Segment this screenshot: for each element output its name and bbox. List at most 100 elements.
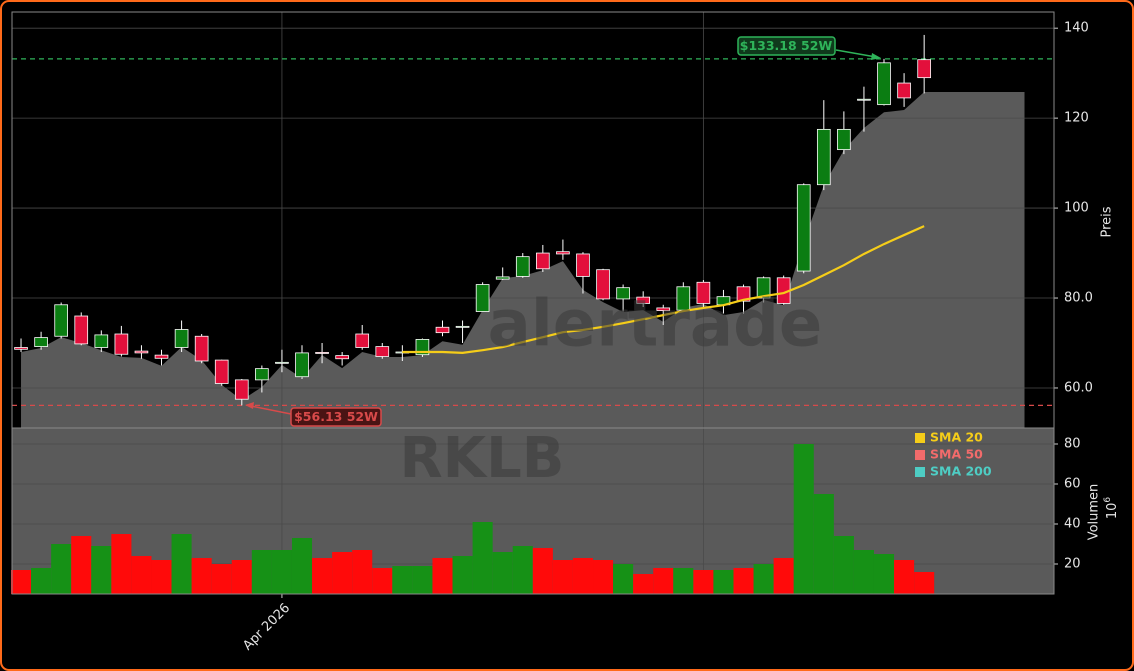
unit-base: 10 — [1105, 503, 1120, 520]
volume-bar — [392, 566, 413, 594]
volume-bar — [713, 570, 734, 594]
volume-bar — [111, 534, 132, 594]
candle-body — [295, 352, 309, 378]
volume-bar — [372, 568, 393, 594]
candle-body — [897, 82, 911, 99]
candle-body — [275, 361, 289, 364]
candle-body — [355, 333, 370, 348]
annotation-box — [737, 36, 836, 56]
volume-bar — [753, 564, 774, 594]
candle-body — [736, 286, 751, 302]
candle-body — [315, 352, 329, 354]
candle-body — [857, 98, 871, 101]
candle-body — [556, 251, 570, 255]
volume-bar — [91, 546, 112, 594]
candle-body — [656, 307, 671, 312]
volume-bar — [873, 554, 895, 594]
volume-bar — [833, 536, 854, 594]
volume-bar — [532, 548, 553, 594]
annotation-label: $56.13 52W — [294, 409, 378, 424]
volume-bar — [693, 570, 714, 594]
volume-tick-label: 60 — [1064, 477, 1081, 492]
candle-body — [194, 335, 209, 362]
plot-border — [11, 11, 1055, 595]
volume-axis-label: Volumen — [1087, 484, 1102, 541]
candle-body — [54, 304, 68, 337]
candle-body — [375, 346, 390, 357]
volume-bar — [271, 550, 292, 594]
volume-bar — [71, 536, 92, 594]
candle-body — [255, 368, 269, 381]
y-tick-label: 140 — [1064, 21, 1089, 36]
legend-label: SMA 200 — [930, 464, 992, 479]
candle-body — [816, 128, 831, 186]
volume-bar — [291, 538, 313, 594]
y-axis-label: Preis — [1100, 206, 1115, 237]
candle-body — [576, 253, 590, 277]
volume-bar — [653, 568, 674, 594]
volume-bar — [773, 558, 794, 594]
candle-body — [114, 333, 129, 355]
volume-bar — [673, 568, 694, 594]
volume-bar — [251, 550, 272, 594]
volume-bar — [332, 552, 353, 594]
price-area — [21, 92, 1025, 429]
volume-bar — [492, 552, 513, 594]
volume-unit: 106 — [1103, 497, 1120, 520]
candle-body — [154, 354, 169, 359]
watermark: alertrade — [488, 288, 823, 362]
y-tick-label: 120 — [1064, 111, 1089, 126]
candle-body — [696, 281, 711, 304]
volume-bar — [793, 444, 814, 594]
candle-body — [636, 296, 651, 304]
unit-exp: 6 — [1103, 497, 1113, 503]
volume-bar — [352, 550, 373, 594]
arrow-head — [871, 53, 881, 60]
legend-swatch — [915, 467, 925, 477]
volume-bar — [452, 556, 473, 594]
volume-bar — [733, 568, 754, 594]
volume-bar — [633, 574, 654, 594]
volume-bar — [472, 522, 493, 594]
legend-swatch — [915, 433, 925, 443]
annotation-arrow — [835, 49, 877, 58]
candle-body — [616, 287, 630, 300]
volume-bar — [51, 544, 72, 594]
y-tick-label: 80.0 — [1064, 291, 1093, 306]
candle-body — [495, 276, 510, 280]
arrow-head — [245, 402, 254, 409]
candle-body — [837, 128, 851, 151]
candle-body — [877, 62, 891, 106]
candle-body — [917, 59, 931, 79]
volume-tick-label: 20 — [1064, 557, 1081, 572]
candle-body — [74, 315, 89, 345]
candle-body — [515, 256, 530, 277]
candle-body — [756, 277, 771, 299]
volume-bar — [191, 558, 212, 594]
candle-body — [234, 379, 249, 400]
annotation-arrow — [250, 405, 292, 415]
volume-bar — [171, 534, 192, 594]
volume-bar — [312, 558, 333, 594]
volume-bar — [613, 564, 634, 594]
annotation-box — [290, 407, 382, 427]
volume-bar — [432, 558, 453, 594]
candle-body — [475, 284, 490, 312]
volume-bar — [894, 560, 915, 594]
candle-body — [596, 269, 610, 300]
candle-body — [94, 334, 109, 348]
candle-body — [14, 347, 28, 350]
candle-body — [796, 184, 811, 272]
volume-bar — [231, 560, 252, 594]
sma20-line — [402, 225, 925, 354]
candle-body — [415, 339, 430, 356]
volume-bar — [853, 550, 874, 594]
volume-bar — [412, 566, 433, 594]
volume-tick-label: 40 — [1064, 517, 1081, 532]
volume-bar — [31, 568, 52, 594]
volume-bar — [914, 572, 935, 594]
low-annotation: $56.13 52W — [245, 402, 382, 427]
watermark-symbol: RKLB — [400, 426, 565, 491]
candle-body — [214, 359, 229, 384]
